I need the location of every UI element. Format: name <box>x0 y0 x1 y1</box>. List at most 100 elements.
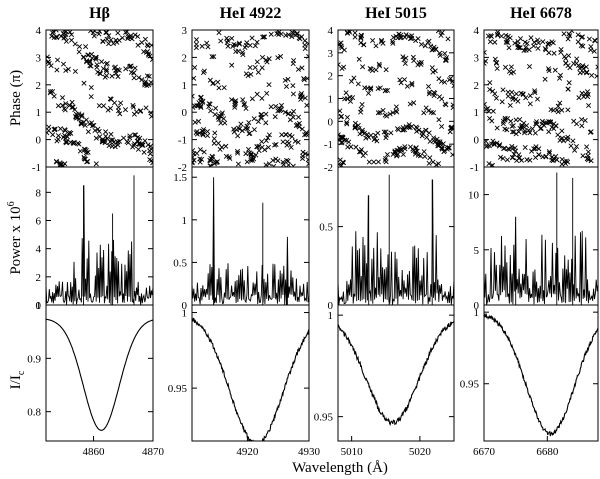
phase-marker-hei-4922-phase <box>291 57 297 64</box>
phase-marker-hei-6678-phase <box>516 45 522 51</box>
phase-marker-hei-4922-phase <box>208 108 214 114</box>
phase-marker-hei-6678-phase <box>523 47 529 53</box>
phase-marker-hei-4922-phase <box>262 147 268 153</box>
phase-marker-hei-4922-phase <box>243 151 249 157</box>
phase-marker-hei-4922-phase <box>194 150 200 156</box>
phase-marker-hei-5015-phase <box>431 89 437 96</box>
phase-marker-hei-4922-phase <box>292 138 298 144</box>
phase-marker-hei-4922-phase <box>263 111 269 117</box>
phase-marker-hei-6678-phase <box>493 60 499 66</box>
phase-marker-hei-4922-phase <box>284 157 290 163</box>
phase-marker-hei-4922-phase <box>254 91 260 97</box>
phase-marker-hei-5015-phase <box>378 37 385 43</box>
phase-marker-hei-4922-phase <box>249 35 255 41</box>
phase-marker-hei-5015-phase <box>371 137 377 143</box>
phase-marker-hei-5015-phase <box>365 90 372 96</box>
phase-marker-hei-6678-phase <box>559 161 565 167</box>
phase-marker-hei-5015-phase <box>362 150 368 156</box>
phase-marker-hei-5015-phase <box>413 124 419 130</box>
phase-marker-hei-6678-phase <box>490 88 496 94</box>
phase-marker-hei-5015-phase <box>343 90 349 96</box>
phase-marker-hei-4922-phase <box>304 102 309 108</box>
phase-marker-hei-5015-phase <box>432 68 438 74</box>
phase-marker-hbeta-phase <box>79 121 85 127</box>
phase-marker-hei-5015-phase <box>369 68 375 74</box>
phase-marker-hei-6678-phase <box>559 128 565 134</box>
phase-marker-hbeta-phase <box>81 154 87 160</box>
phase-marker-hbeta-phase <box>100 39 106 45</box>
phase-marker-hei-5015-phase <box>442 79 448 85</box>
phase-marker-hei-5015-phase <box>362 85 368 91</box>
phase-marker-hei-5015-phase <box>359 127 365 133</box>
phase-marker-hbeta-phase <box>104 68 110 74</box>
phase-marker-hei-5015-phase <box>403 55 409 61</box>
phase-marker-hei-6678-phase <box>546 150 553 156</box>
panel-hei-4922-profile: 0.95 1 4920 4930 <box>168 304 321 458</box>
phase-marker-hbeta-phase <box>48 88 54 94</box>
phase-marker-hei-6678-phase <box>504 157 510 163</box>
phase-marker-hei-4922-phase <box>246 131 252 137</box>
phase-marker-hei-4922-phase <box>270 157 276 163</box>
phase-marker-hei-6678-phase <box>543 154 549 160</box>
phase-marker-hei-4922-phase <box>218 111 225 117</box>
phase-marker-hei-5015-phase <box>443 56 449 62</box>
phase-marker-hei-4922-phase <box>242 44 248 51</box>
phase-marker-hei-4922-phase <box>209 54 215 60</box>
phase-marker-hei-4922-phase <box>200 70 207 76</box>
phase-marker-hei-6678-phase <box>584 144 590 150</box>
power-series-line-hei-6678-power <box>484 172 598 305</box>
phase-marker-hbeta-phase <box>144 73 150 79</box>
phase-marker-hbeta-phase <box>139 39 145 46</box>
y-tick-label-hei-5015-phase: 2 <box>328 71 334 83</box>
phase-marker-hei-4922-phase <box>297 94 303 100</box>
phase-marker-hei-5015-phase <box>380 40 386 46</box>
phase-marker-hei-4922-phase <box>216 85 222 91</box>
phase-marker-hbeta-phase <box>94 62 100 68</box>
phase-marker-hei-6678-phase <box>494 125 500 131</box>
phase-marker-hbeta-phase <box>54 34 60 40</box>
phase-marker-hei-4922-phase <box>221 116 227 122</box>
phase-marker-hei-5015-phase <box>427 89 433 95</box>
y-tick-label-hei-4922-phase: 0 <box>182 107 188 119</box>
phase-marker-hbeta-phase <box>63 67 69 74</box>
phase-marker-hbeta-phase <box>69 104 75 111</box>
phase-marker-hbeta-phase <box>75 140 81 146</box>
phase-marker-hei-4922-phase <box>255 119 261 125</box>
phase-marker-hei-5015-phase <box>344 119 350 126</box>
phase-marker-hei-5015-phase <box>395 127 402 133</box>
phase-marker-hei-5015-phase <box>396 31 402 37</box>
phase-marker-hei-6678-phase <box>490 138 496 144</box>
phase-marker-hbeta-phase <box>61 106 67 112</box>
phase-marker-hei-5015-phase <box>353 144 359 150</box>
phase-marker-hei-5015-phase <box>384 87 391 93</box>
panel-hei-4922-power: 0 0.5 1 1.5 <box>173 166 310 312</box>
phase-marker-hbeta-phase <box>131 111 137 117</box>
phase-marker-hei-5015-phase <box>447 129 453 135</box>
phase-marker-hei-6678-phase <box>488 33 494 39</box>
phase-marker-hei-6678-phase <box>529 126 536 132</box>
phase-marker-hei-4922-phase <box>302 46 308 52</box>
phase-marker-hbeta-phase <box>62 127 68 133</box>
phase-marker-hei-6678-phase <box>567 33 573 39</box>
phase-marker-hei-4922-phase <box>260 34 266 40</box>
phase-marker-hbeta-phase <box>97 71 104 77</box>
phase-marker-hei-6678-phase <box>486 143 492 149</box>
phase-marker-hbeta-phase <box>58 33 64 39</box>
plot-area-hei-5015-profile <box>338 320 454 426</box>
phase-marker-hei-5015-phase <box>431 137 437 144</box>
phase-marker-hbeta-phase <box>141 49 147 55</box>
phase-marker-hei-4922-phase <box>209 153 215 159</box>
phase-marker-hei-5015-phase <box>387 111 393 117</box>
phase-marker-hbeta-phase <box>139 77 145 83</box>
phase-marker-hei-5015-phase <box>436 94 443 100</box>
phase-marker-hei-5015-phase <box>417 153 423 159</box>
phase-marker-hbeta-phase <box>123 66 129 72</box>
phase-marker-hbeta-phase <box>140 142 146 148</box>
phase-marker-hbeta-phase <box>84 58 90 64</box>
phase-marker-hbeta-phase <box>144 42 150 48</box>
phase-marker-hei-4922-phase <box>271 163 277 167</box>
phase-marker-hei-5015-phase <box>415 62 421 68</box>
phase-marker-hei-6678-phase <box>539 118 545 124</box>
phase-marker-hbeta-phase <box>127 63 133 69</box>
phase-marker-hbeta-phase <box>81 54 87 60</box>
